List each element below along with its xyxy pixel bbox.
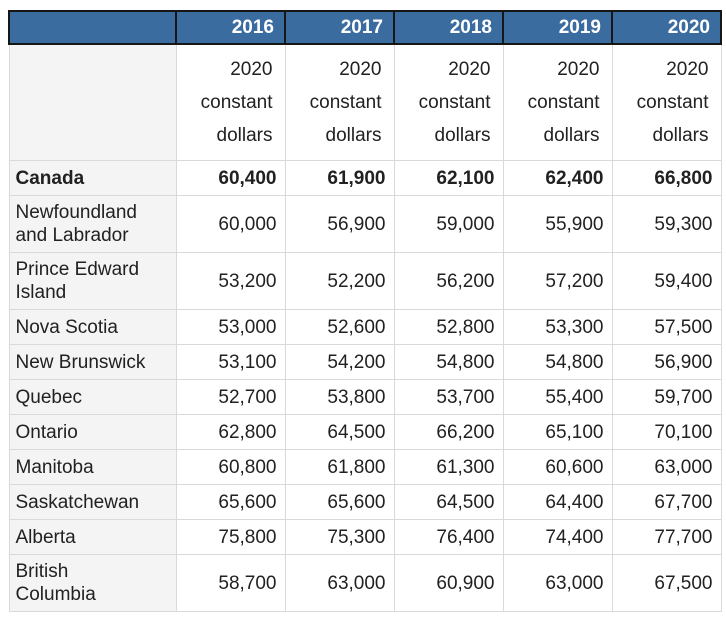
value-cell: 63,000 (611, 449, 722, 485)
year-header-2018: 2018 (393, 10, 504, 45)
value-cell: 67,500 (611, 554, 722, 612)
unit-row: 2020 constant dollars 2020 constant doll… (8, 43, 722, 161)
table-row: Quebec 52,700 53,800 53,700 55,400 59,700 (8, 379, 722, 415)
unit-cell: 2020 constant dollars (175, 43, 286, 161)
value-cell: 75,300 (284, 519, 395, 555)
value-cell: 59,300 (611, 195, 722, 253)
year-header-2016: 2016 (175, 10, 286, 45)
value-cell: 66,200 (393, 414, 504, 450)
value-cell: 53,300 (502, 309, 613, 345)
table-row: Saskatchewan 65,600 65,600 64,500 64,400 67,7… (8, 484, 722, 520)
value-cell: 57,200 (502, 252, 613, 310)
table-row: Newfoundland and Labrador 60,000 56,900 59,… (8, 195, 722, 253)
value-cell: 55,400 (502, 379, 613, 415)
value-cell: 62,400 (502, 160, 613, 196)
value-cell: 53,100 (175, 344, 286, 380)
unit-row-stub-cell (8, 43, 177, 161)
value-cell: 59,700 (611, 379, 722, 415)
value-cell: 63,000 (502, 554, 613, 612)
value-cell: 54,800 (393, 344, 504, 380)
table-page: 2016 2017 2018 2019 2020 2020 constant d… (8, 10, 722, 612)
region-label: British Columbia (8, 554, 177, 612)
value-cell: 60,800 (175, 449, 286, 485)
value-cell: 60,600 (502, 449, 613, 485)
region-label: Alberta (8, 519, 177, 555)
value-cell: 59,000 (393, 195, 504, 253)
value-cell: 54,800 (502, 344, 613, 380)
year-header-2017: 2017 (284, 10, 395, 45)
value-cell: 58,700 (175, 554, 286, 612)
value-cell: 61,900 (284, 160, 395, 196)
table-body: Canada 60,400 61,900 62,100 62,400 66,800 Newf… (8, 160, 722, 612)
table-row: Canada 60,400 61,900 62,100 62,400 66,800 (8, 160, 722, 196)
table-row: Manitoba 60,800 61,800 61,300 60,600 63,000 (8, 449, 722, 485)
table-row: New Brunswick 53,100 54,200 54,800 54,800 56,… (8, 344, 722, 380)
value-cell: 62,800 (175, 414, 286, 450)
region-label: Saskatchewan (8, 484, 177, 520)
value-cell: 52,800 (393, 309, 504, 345)
value-cell: 74,400 (502, 519, 613, 555)
value-cell: 53,800 (284, 379, 395, 415)
value-cell: 57,500 (611, 309, 722, 345)
unit-cell: 2020 constant dollars (393, 43, 504, 161)
value-cell: 61,800 (284, 449, 395, 485)
region-label: Newfoundland and Labrador (8, 195, 177, 253)
region-label: Prince Edward Island (8, 252, 177, 310)
region-label: Canada (8, 160, 177, 196)
region-label: Quebec (8, 379, 177, 415)
value-cell: 75,800 (175, 519, 286, 555)
value-cell: 63,000 (284, 554, 395, 612)
region-label: Ontario (8, 414, 177, 450)
value-cell: 52,200 (284, 252, 395, 310)
value-cell: 65,100 (502, 414, 613, 450)
value-cell: 53,700 (393, 379, 504, 415)
region-label: Nova Scotia (8, 309, 177, 345)
table-row: Prince Edward Island 53,200 52,200 56,200 57… (8, 252, 722, 310)
value-cell: 62,100 (393, 160, 504, 196)
value-cell: 56,900 (611, 344, 722, 380)
value-cell: 64,400 (502, 484, 613, 520)
unit-cell: 2020 constant dollars (284, 43, 395, 161)
value-cell: 61,300 (393, 449, 504, 485)
value-cell: 76,400 (393, 519, 504, 555)
value-cell: 66,800 (611, 160, 722, 196)
value-cell: 59,400 (611, 252, 722, 310)
year-header-row: 2016 2017 2018 2019 2020 (8, 10, 722, 45)
value-cell: 56,900 (284, 195, 395, 253)
value-cell: 55,900 (502, 195, 613, 253)
value-cell: 64,500 (393, 484, 504, 520)
unit-cell: 2020 constant dollars (502, 43, 613, 161)
year-header-2019: 2019 (502, 10, 613, 45)
value-cell: 60,000 (175, 195, 286, 253)
table-row: British Columbia 58,700 63,000 60,900 63,000… (8, 554, 722, 612)
year-header-2020: 2020 (611, 10, 722, 45)
value-cell: 52,600 (284, 309, 395, 345)
value-cell: 70,100 (611, 414, 722, 450)
value-cell: 56,200 (393, 252, 504, 310)
value-cell: 77,700 (611, 519, 722, 555)
value-cell: 65,600 (175, 484, 286, 520)
unit-cell: 2020 constant dollars (611, 43, 722, 161)
value-cell: 52,700 (175, 379, 286, 415)
region-label: Manitoba (8, 449, 177, 485)
value-cell: 54,200 (284, 344, 395, 380)
income-table: 2016 2017 2018 2019 2020 2020 constant d… (8, 10, 722, 612)
value-cell: 65,600 (284, 484, 395, 520)
value-cell: 60,400 (175, 160, 286, 196)
value-cell: 60,900 (393, 554, 504, 612)
corner-header-cell (8, 10, 177, 45)
table-row: Ontario 62,800 64,500 66,200 65,100 70,100 (8, 414, 722, 450)
value-cell: 53,000 (175, 309, 286, 345)
table-row: Alberta 75,800 75,300 76,400 74,400 77,700 (8, 519, 722, 555)
value-cell: 67,700 (611, 484, 722, 520)
value-cell: 53,200 (175, 252, 286, 310)
table-row: Nova Scotia 53,000 52,600 52,800 53,300 57,50… (8, 309, 722, 345)
value-cell: 64,500 (284, 414, 395, 450)
region-label: New Brunswick (8, 344, 177, 380)
